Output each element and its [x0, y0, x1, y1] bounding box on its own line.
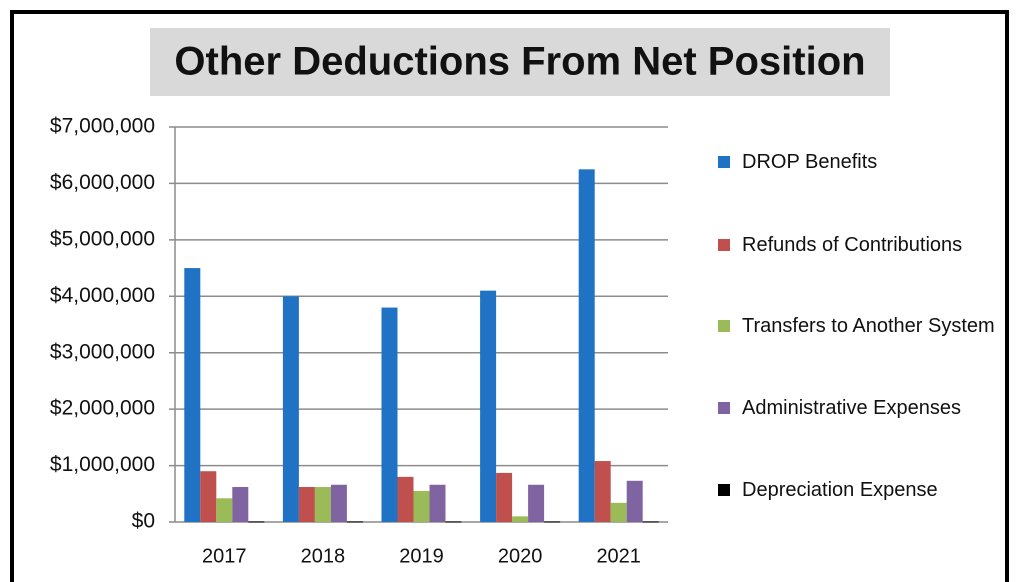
legend-label: Depreciation Expense	[742, 479, 938, 501]
bar	[298, 487, 315, 522]
bar	[496, 472, 513, 522]
bar	[594, 461, 611, 522]
legend-swatch	[718, 402, 730, 414]
legend-item: Transfers to Another System	[718, 310, 1004, 342]
legend-item: Administrative Expenses	[718, 392, 1004, 424]
legend-label: Administrative Expenses	[742, 397, 961, 419]
y-tick-label: $5,000,000	[50, 227, 155, 250]
x-tick-label: 2018	[301, 545, 346, 567]
title-box	[150, 28, 890, 96]
legend-swatch	[718, 156, 730, 168]
legend-label: DROP Benefits	[742, 151, 878, 173]
frame	[10, 10, 1009, 582]
y-tick-label: $0	[132, 510, 155, 533]
bar	[544, 521, 561, 523]
bar	[528, 484, 545, 522]
bar	[314, 487, 331, 522]
bar	[445, 521, 462, 523]
legend-item: DROP Benefits	[718, 146, 1004, 178]
bar	[610, 502, 627, 522]
bar	[397, 476, 414, 522]
x-tick-label: 2021	[596, 545, 641, 567]
legend-item: Depreciation Expense	[718, 474, 1004, 506]
bar	[346, 521, 363, 523]
bar	[480, 290, 497, 522]
bar	[200, 471, 217, 522]
legend-swatch	[718, 320, 730, 332]
x-tick-label: 2020	[498, 545, 543, 567]
bar	[184, 268, 201, 522]
bar	[578, 169, 595, 523]
x-tick-label: 2017	[202, 545, 247, 567]
bar	[413, 490, 430, 522]
legend-label: Refunds of Contributions	[742, 234, 963, 256]
bar	[248, 521, 265, 523]
bar	[381, 307, 398, 522]
x-tick-label: 2019	[399, 545, 444, 567]
bar	[626, 480, 643, 522]
legend-swatch	[718, 239, 730, 251]
y-tick-label: $4,000,000	[50, 284, 155, 307]
y-tick-label: $1,000,000	[50, 453, 155, 476]
chart-title: Other Deductions From Net Position	[174, 40, 865, 84]
bar	[282, 296, 299, 522]
y-tick-label: $7,000,000	[50, 115, 155, 138]
bar	[512, 516, 529, 522]
y-tick-label: $3,000,000	[50, 340, 155, 363]
legend-item: Refunds of Contributions	[718, 229, 1004, 261]
bar	[429, 484, 446, 522]
bar	[216, 498, 233, 522]
bar	[642, 521, 659, 523]
y-tick-label: $6,000,000	[50, 171, 155, 194]
legend-swatch	[718, 484, 730, 496]
bar	[330, 484, 347, 522]
y-tick-label: $2,000,000	[50, 397, 155, 420]
bar	[232, 487, 249, 522]
legend-label: Transfers to Another System	[742, 315, 995, 337]
